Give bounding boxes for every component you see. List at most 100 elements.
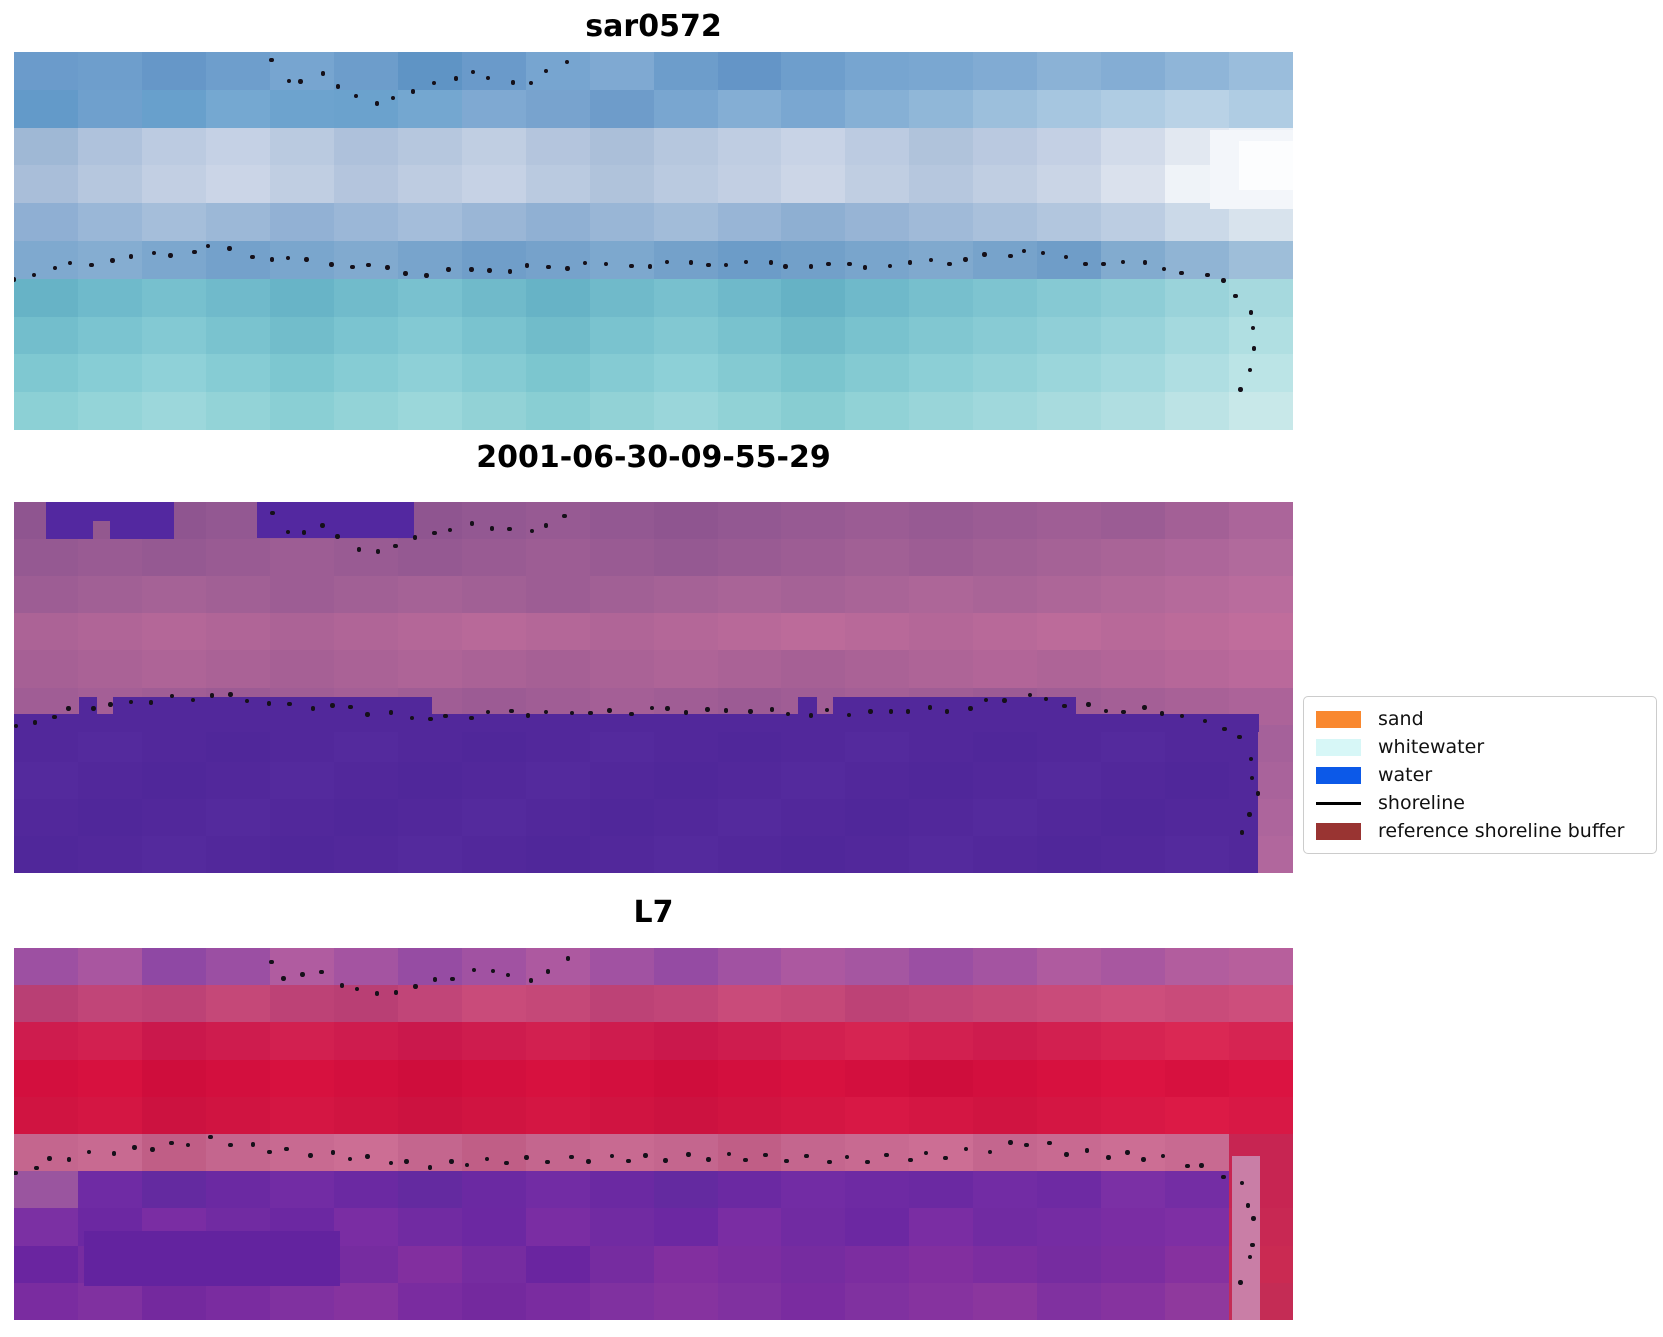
image-patch (1239, 140, 1293, 190)
pixel-cell (333, 650, 399, 689)
pixel-cell (461, 1134, 527, 1172)
pixel-cell (909, 1096, 974, 1135)
shoreline-dot (824, 707, 830, 713)
shoreline-dot (52, 265, 58, 271)
pixel-cell (461, 241, 527, 280)
pixel-cell (781, 761, 846, 800)
pixel-cell (525, 1208, 591, 1247)
shoreline-dot (432, 977, 437, 982)
pixel-cell (781, 835, 846, 873)
pixel-cell (269, 985, 335, 1023)
shoreline-dot (562, 513, 567, 519)
shoreline-dot (907, 260, 912, 265)
shoreline-dot (266, 701, 272, 706)
shoreline-dot (1064, 1152, 1069, 1157)
pixel-cell (717, 650, 782, 689)
pixel-cell (78, 127, 143, 166)
pixel-cell (1101, 761, 1166, 800)
pixel-cell (1037, 539, 1102, 577)
pixel-cell (909, 1059, 974, 1098)
shoreline-dot (330, 703, 335, 708)
pixel-cell (973, 1134, 1038, 1172)
shoreline-dot (505, 972, 511, 978)
pixel-cell (717, 127, 782, 166)
shoreline-dot (1063, 254, 1069, 260)
pixel-cell (1101, 165, 1166, 204)
pixel-cell (1101, 1282, 1166, 1320)
shoreline-dot (887, 263, 893, 268)
pixel-cell (653, 392, 718, 430)
pixel-cell (14, 354, 79, 393)
pixel-cell (1229, 1096, 1293, 1135)
shoreline-dot (319, 969, 324, 975)
shoreline-dot (301, 530, 307, 535)
pixel-cell (141, 761, 207, 800)
shoreline-dot (569, 710, 575, 716)
shoreline-dot (470, 69, 475, 75)
pixel-cell (1165, 203, 1230, 242)
shoreline-dot (706, 262, 711, 268)
pixel-cell (461, 576, 527, 614)
pixel-cell (1037, 278, 1102, 318)
pixel-cell (909, 1208, 974, 1247)
shoreline-dot (270, 510, 275, 516)
pixel-cell (269, 127, 335, 166)
pixel-cell (333, 203, 399, 242)
pixel-cell (589, 1134, 655, 1172)
pixel-cell (973, 613, 1038, 651)
pixel-cell (525, 985, 591, 1023)
pixel-cell (525, 798, 591, 837)
shoreline-dot (449, 1159, 454, 1164)
pixel-cell (1101, 354, 1166, 393)
pixel-cell (141, 1171, 207, 1209)
shoreline-dot (723, 708, 729, 713)
shoreline-dot (335, 84, 341, 89)
pixel-cell (1037, 576, 1102, 614)
pixel-cell (397, 985, 463, 1023)
shoreline-dot (1142, 705, 1147, 710)
pixel-cell (141, 613, 207, 651)
pixel-cell (333, 948, 399, 986)
image-patch (1229, 728, 1259, 873)
pixel-cell (653, 502, 718, 540)
pixel-cell (717, 89, 782, 129)
pixel-cell (589, 985, 655, 1023)
pixel-cell (589, 576, 655, 614)
shoreline-dot (507, 526, 512, 531)
shoreline-dot (1245, 1203, 1251, 1208)
pixel-cell (269, 241, 335, 280)
pixel-cell (525, 502, 591, 540)
shoreline-dot (626, 1158, 631, 1164)
pixel-cell (1165, 1171, 1230, 1209)
pixel-cell (717, 985, 782, 1023)
pixel-cell (333, 278, 399, 318)
shoreline-dot (413, 984, 418, 989)
pixel-cell (14, 650, 79, 689)
pixel-cell (717, 835, 782, 873)
pixel-cell (717, 613, 782, 651)
pixel-cell (525, 316, 591, 355)
shoreline-dot (1248, 310, 1254, 315)
pixel-cell (781, 278, 846, 318)
panel-title-sar0572: sar0572 (585, 9, 722, 44)
shoreline-dot (586, 1159, 591, 1164)
pixel-cell (205, 1059, 271, 1098)
pixel-cell (269, 203, 335, 242)
pixel-cell (781, 502, 846, 540)
pixel-cell (717, 1022, 782, 1061)
shoreline-dot (228, 692, 233, 697)
pixel-cell (589, 316, 655, 355)
pixel-cell (205, 1282, 271, 1320)
pixel-cell (14, 1282, 79, 1320)
pixel-cell (205, 1171, 271, 1209)
shoreline-dot (963, 257, 968, 262)
pixel-cell (717, 1059, 782, 1098)
pixel-cell (973, 316, 1038, 355)
pixel-cell (653, 985, 718, 1023)
pixel-cell (717, 1171, 782, 1209)
shoreline-dot (447, 527, 453, 532)
panel-title-date: 2001-06-30-09-55-29 (476, 440, 831, 475)
whitewater-swatch (1316, 738, 1361, 756)
pixel-cell (14, 835, 79, 873)
shoreline-dot (1247, 367, 1252, 373)
